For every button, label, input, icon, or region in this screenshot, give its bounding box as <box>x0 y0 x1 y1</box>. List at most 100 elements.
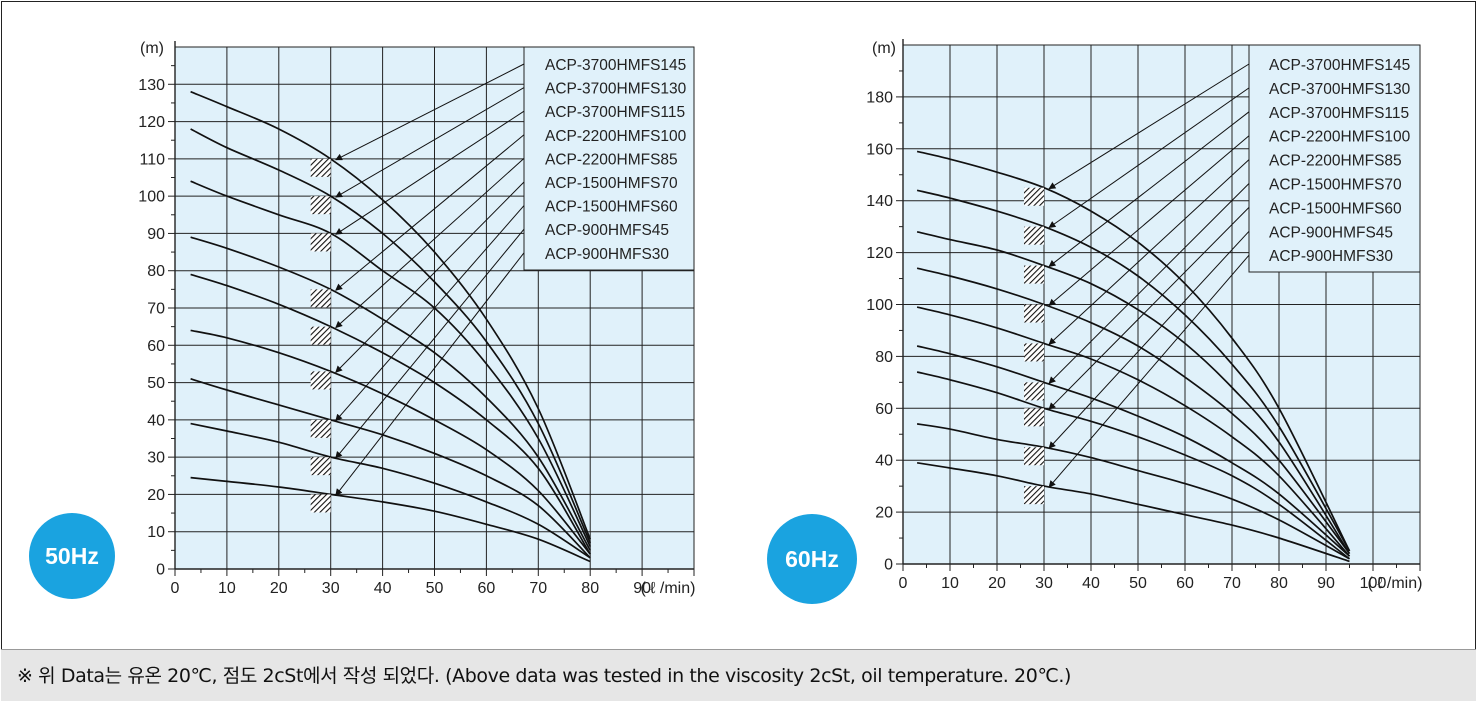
legend-entry: ACP-3700HMFS130 <box>1269 81 1411 98</box>
test-condition-note: ※ 위 Data는 유온 20℃, 점도 2cSt에서 작성 되었다. (Abo… <box>1 649 1476 701</box>
rated-point-hatch <box>1024 382 1044 401</box>
y-tick-label: 130 <box>138 77 165 94</box>
legend-entry: ACP-3700HMFS115 <box>1269 105 1409 122</box>
rated-point-hatch <box>1024 187 1044 206</box>
legend-box <box>1248 44 1421 273</box>
y-tick-label: 140 <box>866 193 893 210</box>
series-curve-ACP-1500HMFS70 <box>190 329 591 555</box>
y-tick-label: 80 <box>875 349 893 366</box>
x-tick-label: 40 <box>374 580 392 597</box>
x-tick-label: 90 <box>633 580 651 597</box>
rated-point-hatch <box>310 457 331 476</box>
series-curve-ACP-900HMFS30 <box>916 461 1350 563</box>
legend-leader-arrow <box>335 228 525 459</box>
legend-leader-arrow <box>335 181 525 373</box>
x-axis-label: ( ℓ /min) <box>641 580 696 597</box>
legend-entry: ACP-900HMFS45 <box>1269 224 1393 241</box>
legend-entry: ACP-2200HMFS85 <box>1269 153 1402 170</box>
legend-leader-arrow <box>335 110 525 235</box>
legend-entry: ACP-3700HMFS145 <box>545 57 686 74</box>
y-tick-label: 180 <box>866 89 893 106</box>
legend-leader-arrow <box>335 63 525 161</box>
frequency-badge <box>29 513 115 599</box>
y-tick-label: 50 <box>147 375 165 392</box>
rated-point-hatch <box>1024 343 1044 362</box>
y-axis-label: (m) <box>140 40 164 57</box>
legend-entry: ACP-1500HMFS70 <box>545 175 678 192</box>
legend-entry: ACP-2200HMFS100 <box>1269 129 1411 146</box>
rated-point-hatch <box>1024 304 1044 323</box>
series-curve-ACP-2200HMFS85 <box>190 273 591 555</box>
rated-point-hatch <box>310 494 331 513</box>
y-tick-label: 110 <box>139 151 165 168</box>
legend-leader-arrow <box>1048 183 1250 384</box>
series-curve-ACP-3700HMFS130 <box>916 189 1351 552</box>
series-curve-ACP-2200HMFS85 <box>916 306 1351 557</box>
x-tick-label: 0 <box>899 575 908 592</box>
legend-leader-arrow <box>1048 254 1250 488</box>
legend-entry: ACP-3700HMFS130 <box>545 81 687 98</box>
x-tick-label: 30 <box>322 580 340 597</box>
rated-point-hatch <box>310 289 331 308</box>
y-tick-label: 120 <box>138 114 165 131</box>
legend-entry: ACP-1500HMFS60 <box>545 199 678 216</box>
legend-entry: ACP-900HMFS45 <box>545 222 669 239</box>
y-tick-label: 90 <box>147 226 165 243</box>
x-tick-label: 80 <box>581 580 599 597</box>
x-tick-label: 60 <box>478 580 496 597</box>
rated-point-hatch <box>1024 408 1044 427</box>
y-tick-label: 160 <box>866 141 893 158</box>
x-tick-label: 10 <box>218 580 236 597</box>
y-tick-label: 100 <box>866 297 893 314</box>
y-tick-label: 80 <box>147 263 165 280</box>
legend-entry: ACP-900HMFS30 <box>545 246 669 263</box>
legend-leader-arrow <box>335 134 525 291</box>
x-tick-label: 70 <box>529 580 547 597</box>
legend-leader-arrow <box>1048 87 1250 229</box>
series-curve-ACP-3700HMFS145 <box>190 90 591 540</box>
rated-point-hatch <box>310 371 331 390</box>
legend-entry: ACP-3700HMFS115 <box>545 104 685 121</box>
y-tick-label: 70 <box>147 301 165 318</box>
y-tick-label: 40 <box>147 412 165 429</box>
rated-point-hatch <box>310 196 331 215</box>
rated-point-hatch <box>310 158 331 177</box>
series-curve-ACP-3700HMFS115 <box>916 230 1351 555</box>
y-tick-label: 60 <box>147 338 165 355</box>
legend-leader-arrow <box>335 158 525 329</box>
legend-entry: ACP-2200HMFS100 <box>545 128 687 145</box>
y-tick-label: 120 <box>866 245 893 262</box>
y-tick-label: 40 <box>875 453 893 470</box>
x-tick-label: 80 <box>1270 575 1288 592</box>
x-tick-label: 70 <box>1223 575 1241 592</box>
legend-leader-arrow <box>335 87 525 198</box>
legend-leader-arrow <box>1048 111 1250 268</box>
series-curve-ACP-2200HMFS100 <box>190 236 591 551</box>
y-axis-label: (m) <box>872 40 896 57</box>
legend-entry: ACP-900HMFS30 <box>1269 248 1393 265</box>
legend-entry: ACP-2200HMFS85 <box>545 151 678 168</box>
x-axis-label: ( ℓ /min) <box>1368 575 1423 592</box>
series-curve-ACP-3700HMFS115 <box>190 180 591 547</box>
x-tick-label: 0 <box>171 580 180 597</box>
x-tick-label: 20 <box>270 580 288 597</box>
y-tick-label: 20 <box>875 505 893 522</box>
y-tick-label: 30 <box>147 450 165 467</box>
legend-entry: ACP-1500HMFS70 <box>1269 177 1402 194</box>
legend-entry: ACP-3700HMFS145 <box>1269 57 1410 74</box>
series-curve-ACP-2200HMFS100 <box>916 267 1351 555</box>
legend-entry: ACP-1500HMFS60 <box>1269 200 1402 217</box>
legend-leader-arrow <box>335 252 525 496</box>
rated-point-hatch <box>1024 226 1044 245</box>
legend-leader-arrow <box>1048 230 1250 449</box>
y-tick-label: 100 <box>138 189 165 206</box>
x-tick-label: 50 <box>1129 575 1147 592</box>
rated-point-hatch <box>310 326 331 345</box>
legend-leader-arrow <box>335 205 525 422</box>
chart-50Hz: 0 10 20 30 40 50 60 70 80 90 100 110 120 130 0 10 20 30 40… <box>29 40 695 599</box>
rated-point-hatch <box>1024 447 1044 466</box>
legend-leader-arrow <box>1048 159 1250 345</box>
frequency-badge <box>767 514 857 604</box>
legend-leader-arrow <box>1048 63 1250 190</box>
